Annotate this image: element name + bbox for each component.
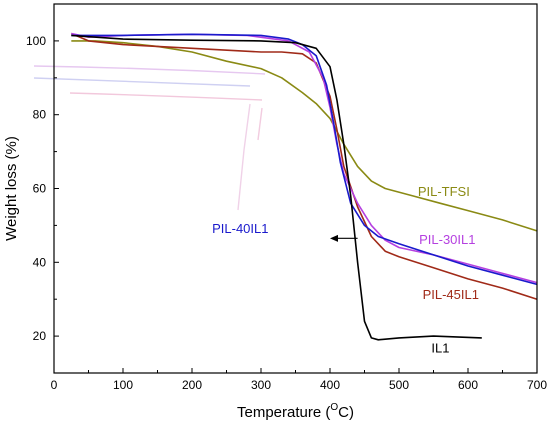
faint-trace-artifacts	[33, 65, 266, 211]
faint-artifact-trace	[237, 103, 251, 211]
y-tick-label: 80	[33, 108, 47, 122]
series-label-il1: IL1	[431, 341, 449, 356]
y-tick-label: 100	[26, 34, 46, 48]
x-tick-label: 400	[320, 378, 340, 392]
x-axis-title-superscript: O	[330, 402, 338, 413]
series-labels: IL1 PIL-TFSI PIL-30IL1 PIL-40IL1 PIL-45IL1	[212, 184, 479, 356]
arrow-layer	[330, 234, 358, 242]
y-axis-title: Weight loss (%)	[3, 136, 20, 241]
faint-artifact-trace	[69, 92, 263, 101]
faint-artifact-trace	[33, 77, 251, 87]
y-tick-label: 20	[33, 329, 47, 343]
series-layer	[70, 32, 538, 341]
series-line-pil-45il1	[70, 32, 538, 300]
faint-artifact-trace	[33, 65, 266, 75]
series-line-pil-40il1	[71, 33, 538, 286]
x-tick-label: 100	[113, 378, 133, 392]
series-label-pil-45il1: PIL-45IL1	[423, 287, 479, 302]
x-tick-label: 300	[251, 378, 271, 392]
series-label-pil-40il1: PIL-40IL1	[212, 221, 268, 236]
series-line-il1	[71, 34, 482, 341]
x-axis-title-unit: C)	[338, 404, 354, 421]
faint-artifact-trace	[257, 107, 263, 141]
y-tick-label: 40	[33, 255, 47, 269]
x-axis-title-text: Temperature (	[237, 404, 330, 421]
x-tick-label: 700	[527, 378, 547, 392]
annotation-arrow-head	[330, 234, 338, 242]
series-label-pil-30il1: PIL-30IL1	[419, 232, 475, 247]
x-tick-label: 200	[182, 378, 202, 392]
x-tick-label: 500	[389, 378, 409, 392]
x-axis-ticks: 0 100 200 300 400 500 600 700	[51, 368, 547, 392]
y-axis-ticks: 20 40 60 80 100	[26, 34, 59, 343]
series-label-pil-tfsi: PIL-TFSI	[418, 184, 470, 199]
x-tick-label: 600	[458, 378, 478, 392]
x-tick-label: 0	[51, 378, 58, 392]
y-tick-label: 60	[33, 182, 47, 196]
x-axis-title: Temperature (OC)	[237, 402, 354, 421]
